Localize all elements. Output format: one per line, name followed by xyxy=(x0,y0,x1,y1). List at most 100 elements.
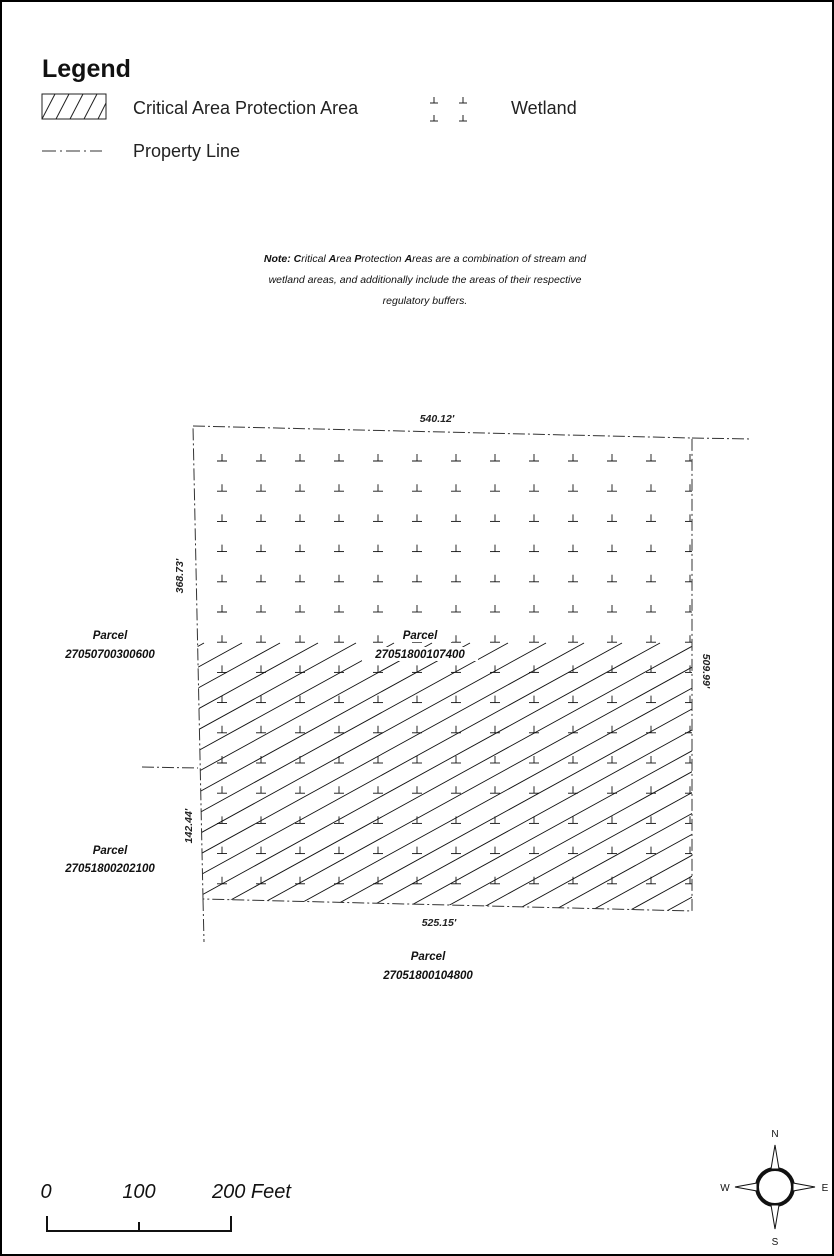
wetland-marsh-icon xyxy=(256,816,266,824)
wetland-marsh-icon xyxy=(685,725,692,734)
hatch-line xyxy=(499,642,692,911)
wetland-marsh-icon xyxy=(217,695,227,704)
wetland-marsh-icon xyxy=(529,816,539,824)
wetland-marsh-icon xyxy=(568,574,578,583)
note-line-2: wetland areas, and additionally include … xyxy=(269,274,582,286)
hatch-line xyxy=(193,642,547,911)
wetland-marsh-icon xyxy=(217,786,227,794)
wetland-marsh-icon xyxy=(412,695,422,704)
wetland-marsh-icon xyxy=(685,786,692,794)
dimension-left-upper: 368.73' xyxy=(174,558,186,593)
note-part-4: P xyxy=(354,253,362,265)
wetland-marsh-icon xyxy=(646,574,656,583)
wetland-marsh-icon xyxy=(685,574,692,583)
parcel-label-west-lower-title: Parcel xyxy=(93,845,128,857)
wetland-marsh-icon xyxy=(451,816,461,824)
wetland-marsh-icon xyxy=(373,514,383,522)
wetland-marsh-icon xyxy=(607,816,617,824)
legend-title: Legend xyxy=(42,55,131,83)
compass-s: S xyxy=(772,1237,779,1248)
parcel-label-south-number: 27051800104800 xyxy=(382,970,473,982)
wetland-marsh-icon xyxy=(568,484,578,492)
wetland-marsh-icon xyxy=(295,876,305,885)
wetland-marsh-icon xyxy=(412,484,422,492)
note-line-3: regulatory buffers. xyxy=(383,295,468,307)
hatch-line xyxy=(193,642,395,911)
wetland-marsh-icon xyxy=(373,544,383,553)
wetland-marsh-icon xyxy=(490,846,500,855)
wetland-marsh-icon xyxy=(451,725,461,734)
note-part-2: A xyxy=(328,253,337,265)
wetland-marsh-icon xyxy=(568,665,578,673)
wetland-marsh-icon xyxy=(412,574,422,583)
wetland-marsh-icon xyxy=(295,786,305,794)
wetland-marsh-icon xyxy=(334,574,344,583)
scale-bar: 0 100 200 Feet xyxy=(40,1181,292,1232)
hatch-line xyxy=(233,642,692,911)
wetland-marsh-icon xyxy=(412,665,422,673)
wetland-marsh-icon xyxy=(451,846,461,855)
wetland-marsh-icon xyxy=(490,544,500,553)
wetland-marsh-icon xyxy=(685,635,692,643)
wetland-marsh-icon xyxy=(217,846,227,855)
wetland-marsh-icon xyxy=(412,756,422,764)
parcel-label-west-upper-title: Parcel xyxy=(93,630,128,642)
wetland-marsh-icon xyxy=(256,846,266,855)
wetland-marsh-icon xyxy=(373,635,383,643)
legend-label-critical-area: Critical Area Protection Area xyxy=(133,98,359,118)
wetland-marsh-icon xyxy=(256,484,266,492)
wetland-marsh-icon xyxy=(607,756,617,764)
wetland-marsh-icon xyxy=(529,876,539,885)
wetland-marsh-icon xyxy=(529,484,539,492)
wetland-marsh-icon xyxy=(646,786,656,794)
note: Note: Critical Area Protection Areas are… xyxy=(264,253,587,307)
wetland-marsh-icon xyxy=(217,514,227,522)
wetland-marsh-icon xyxy=(334,454,344,462)
wetland-marsh-icon xyxy=(490,756,500,764)
note-part-0: C xyxy=(294,253,302,265)
wetland-marsh-icon xyxy=(412,454,422,462)
hatch-line xyxy=(804,643,834,940)
wetland-marsh-icon xyxy=(295,544,305,553)
wetland-marsh-icon xyxy=(412,605,422,613)
wetland-marsh-icon xyxy=(373,786,383,794)
wetland-marsh-icon xyxy=(256,695,266,704)
parcel-label-south: Parcel 27051800104800 xyxy=(382,951,473,982)
wetland-marsh-icon xyxy=(451,786,461,794)
wetland-marsh-icon xyxy=(607,454,617,462)
wetland-marsh-icon xyxy=(607,786,617,794)
wetland-marsh-icon xyxy=(334,876,344,885)
wetland-marsh-icon xyxy=(334,484,344,492)
wetland-marsh-icon xyxy=(334,665,344,673)
hatch-line xyxy=(193,642,243,911)
wetland-marsh-icon xyxy=(256,786,266,794)
wetland-marsh-icon xyxy=(607,725,617,734)
hatch-line xyxy=(461,642,692,911)
wetland-marsh-icon xyxy=(295,816,305,824)
note-label: Note: xyxy=(264,253,291,265)
wetland-marsh-icon xyxy=(529,574,539,583)
wetland-marsh-icon xyxy=(217,574,227,583)
scale-label-200: 200 Feet xyxy=(211,1181,292,1203)
wetland-marsh-icon xyxy=(490,454,500,462)
wetland-marsh-icon xyxy=(646,846,656,855)
note-line-1: Note: Critical Area Protection Areas are… xyxy=(264,253,587,265)
wetland-marsh-icon xyxy=(412,514,422,522)
property-line-west-divider xyxy=(141,766,199,769)
wetland-marsh-icon xyxy=(646,635,656,643)
wetland-marsh-icon xyxy=(685,514,692,522)
wetland-marsh-icon xyxy=(334,514,344,522)
wetland-marsh-icon xyxy=(334,695,344,704)
wetland-marsh-icon xyxy=(217,605,227,613)
wetland-marsh-icon xyxy=(334,725,344,734)
wetland-marsh-icon xyxy=(373,665,383,673)
wetland-marsh-icon xyxy=(490,484,500,492)
wetland-marsh-icon xyxy=(256,514,266,522)
wetland-marsh-icon xyxy=(217,725,227,734)
wetland-marsh-icon xyxy=(607,846,617,855)
hatch-line xyxy=(347,642,692,911)
wetland-marsh-icon xyxy=(295,574,305,583)
parcel-label-south-title: Parcel xyxy=(411,951,446,963)
wetland-marsh-icon xyxy=(334,635,344,643)
